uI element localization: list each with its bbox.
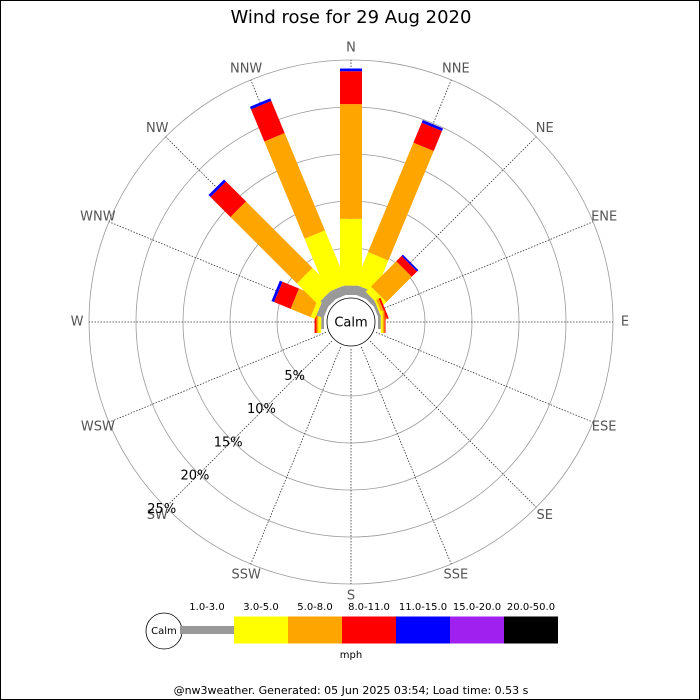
rose-segment bbox=[271, 280, 283, 303]
legend-label: 15.0-20.0 bbox=[453, 602, 501, 613]
legend-label: 1.0-3.0 bbox=[189, 602, 224, 613]
legend-swatch bbox=[342, 616, 396, 644]
rose-segment bbox=[264, 133, 325, 239]
legend-swatch bbox=[396, 616, 450, 644]
direction-label: NW bbox=[146, 121, 169, 136]
direction-label: ESE bbox=[592, 419, 617, 434]
rose-segment bbox=[340, 71, 362, 105]
rose-segment bbox=[340, 104, 362, 219]
legend-title: mph bbox=[340, 650, 362, 661]
rose-segment bbox=[230, 201, 313, 284]
calm-label: Calm bbox=[334, 316, 367, 331]
legend-label: 3.0-5.0 bbox=[243, 602, 278, 613]
legend-label: 8.0-11.0 bbox=[348, 602, 390, 613]
rose-segment bbox=[316, 311, 319, 333]
chart-title: Wind rose for 29 Aug 2020 bbox=[231, 7, 472, 28]
direction-label: WNW bbox=[80, 210, 116, 225]
rose-segment bbox=[396, 255, 418, 277]
rose-segment bbox=[384, 311, 386, 333]
rose-segment bbox=[401, 254, 419, 272]
direction-label: SSW bbox=[231, 568, 261, 583]
spoke bbox=[375, 331, 594, 423]
rose-segment bbox=[251, 100, 285, 142]
direction-label: SW bbox=[147, 508, 168, 523]
direction-label: E bbox=[621, 315, 629, 330]
rose-segment bbox=[340, 218, 362, 286]
rose-segment bbox=[368, 142, 434, 261]
rose-segment bbox=[344, 285, 358, 295]
legend-label: 20.0-50.0 bbox=[507, 602, 555, 613]
spoke bbox=[165, 340, 333, 508]
legend-label: 5.0-8.0 bbox=[297, 602, 332, 613]
rose-segment bbox=[330, 285, 348, 300]
rose-segment bbox=[380, 311, 383, 333]
footer: @nw3weather. Generated: 05 Jun 2025 03:5… bbox=[174, 684, 529, 697]
legend-swatch bbox=[450, 616, 504, 644]
rose-segment bbox=[354, 252, 389, 293]
rose-segment bbox=[378, 315, 381, 329]
rose-segment bbox=[310, 296, 324, 319]
spoke bbox=[108, 331, 327, 423]
rose-segment bbox=[249, 98, 272, 110]
spoke bbox=[375, 221, 594, 313]
direction-label: SE bbox=[537, 508, 553, 523]
spoke bbox=[250, 346, 342, 565]
ring-label: 20% bbox=[181, 469, 210, 484]
rose-segment bbox=[421, 120, 444, 132]
direction-label: N bbox=[346, 41, 356, 56]
direction-label: NNE bbox=[442, 61, 470, 76]
direction-label: ENE bbox=[591, 210, 617, 225]
legend-swatch bbox=[234, 616, 288, 644]
ring-label: 15% bbox=[214, 435, 243, 450]
rose-segment bbox=[208, 179, 227, 198]
direction-label: S bbox=[347, 589, 355, 604]
spoke bbox=[360, 346, 452, 565]
spoke bbox=[369, 340, 537, 508]
rose-segment bbox=[378, 297, 389, 319]
rose-segment bbox=[274, 281, 300, 309]
ring-label: 5% bbox=[284, 369, 305, 384]
calm-circle bbox=[326, 297, 376, 347]
rose-segment bbox=[373, 304, 382, 319]
direction-label: WSW bbox=[81, 419, 115, 434]
ring-label: 25% bbox=[147, 502, 176, 517]
direction-label: NE bbox=[536, 121, 554, 136]
legend-swatch bbox=[504, 616, 558, 644]
legend-swatch bbox=[180, 626, 234, 634]
legend-label: 11.0-15.0 bbox=[399, 602, 447, 613]
rose-segment bbox=[340, 68, 362, 72]
ring-label: 10% bbox=[247, 402, 276, 417]
rose-segment bbox=[321, 315, 324, 329]
direction-label: W bbox=[71, 315, 84, 330]
rose-segment bbox=[382, 311, 385, 333]
rose-segment bbox=[413, 122, 443, 152]
rose-segment bbox=[210, 181, 246, 217]
rose-segment bbox=[370, 261, 412, 303]
direction-label: SSE bbox=[443, 568, 468, 583]
direction-label: NNW bbox=[230, 61, 262, 76]
rose-segment bbox=[304, 230, 348, 293]
legend-swatch bbox=[288, 616, 342, 644]
rose-segment bbox=[296, 267, 334, 305]
legend-calm-label: Calm bbox=[151, 626, 177, 637]
